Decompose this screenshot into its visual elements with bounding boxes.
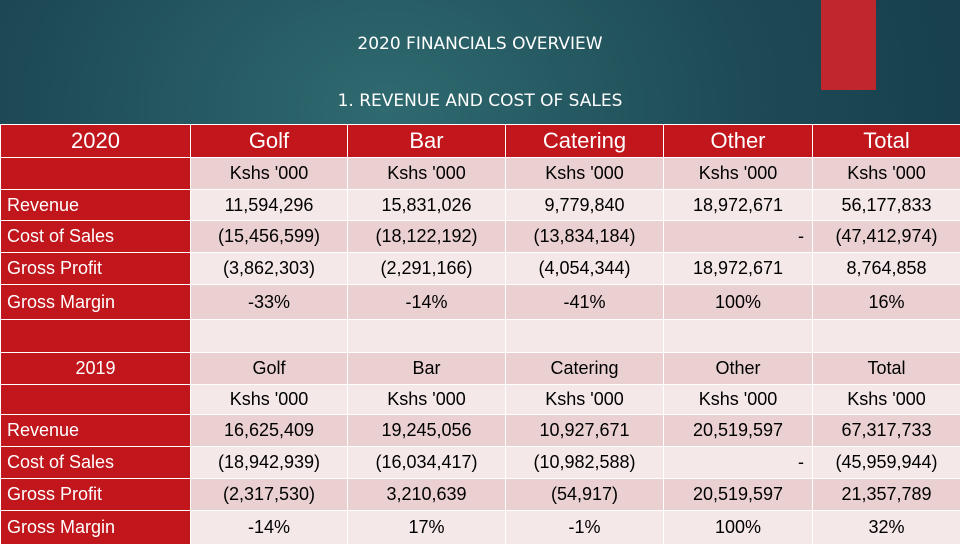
table-row: Revenue 11,594,296 15,831,026 9,779,840 … xyxy=(1,190,960,221)
column-header-other: Other xyxy=(664,125,813,158)
table-cell: 15,831,026 xyxy=(348,190,506,221)
table-cell: 56,177,833 xyxy=(813,190,960,221)
table-cell: (18,122,192) xyxy=(348,221,506,253)
column-header-golf: Golf xyxy=(191,125,348,158)
table-cell: 3,210,639 xyxy=(348,479,506,511)
table-cell: -41% xyxy=(506,285,664,320)
unit-cell: Kshs '000 xyxy=(506,385,664,415)
row-label-empty xyxy=(1,320,191,353)
financials-table: 2020 Golf Bar Catering Other Total Kshs … xyxy=(0,124,960,545)
column-header-catering: Catering xyxy=(506,125,664,158)
table-cell: 20,519,597 xyxy=(664,415,813,447)
table-cell: (2,317,530) xyxy=(191,479,348,511)
unit-cell: Kshs '000 xyxy=(664,158,813,190)
table-cell: - xyxy=(664,221,813,253)
row-label-empty xyxy=(1,385,191,415)
row-label-gross-margin: Gross Margin xyxy=(1,511,191,545)
column-header-bar: Bar xyxy=(348,353,506,385)
table-cell: 18,972,671 xyxy=(664,253,813,285)
table-cell: 100% xyxy=(664,511,813,545)
column-header-other: Other xyxy=(664,353,813,385)
table-cell: 19,245,056 xyxy=(348,415,506,447)
row-label-revenue: Revenue xyxy=(1,190,191,221)
table-cell: -33% xyxy=(191,285,348,320)
table-cell: (15,456,599) xyxy=(191,221,348,253)
table-cell: 16% xyxy=(813,285,960,320)
table-cell xyxy=(813,320,960,353)
table-cell: 18,972,671 xyxy=(664,190,813,221)
unit-cell: Kshs '000 xyxy=(813,385,960,415)
table-cell: 8,764,858 xyxy=(813,253,960,285)
table-row: Revenue 16,625,409 19,245,056 10,927,671… xyxy=(1,415,960,447)
table-cell: (10,982,588) xyxy=(506,447,664,479)
column-header-catering: Catering xyxy=(506,353,664,385)
table-cell: 21,357,789 xyxy=(813,479,960,511)
unit-cell: Kshs '000 xyxy=(506,158,664,190)
table-row: Gross Profit (2,317,530) 3,210,639 (54,9… xyxy=(1,479,960,511)
table-cell: (13,834,184) xyxy=(506,221,664,253)
unit-cell: Kshs '000 xyxy=(348,158,506,190)
table-cell: -14% xyxy=(191,511,348,545)
unit-cell: Kshs '000 xyxy=(191,158,348,190)
table-cell xyxy=(191,320,348,353)
column-header-total: Total xyxy=(813,125,960,158)
table-cell: 16,625,409 xyxy=(191,415,348,447)
table-cell xyxy=(348,320,506,353)
header-row-2019: 2019 Golf Bar Catering Other Total xyxy=(1,353,960,385)
table-row: Gross Profit (3,862,303) (2,291,166) (4,… xyxy=(1,253,960,285)
table-cell xyxy=(506,320,664,353)
table-cell xyxy=(664,320,813,353)
row-label-cost-of-sales: Cost of Sales xyxy=(1,447,191,479)
unit-cell: Kshs '000 xyxy=(191,385,348,415)
table-row: Gross Margin -14% 17% -1% 100% 32% xyxy=(1,511,960,545)
table-cell: 100% xyxy=(664,285,813,320)
table-cell: (3,862,303) xyxy=(191,253,348,285)
table-row: Cost of Sales (15,456,599) (18,122,192) … xyxy=(1,221,960,253)
table-cell: (18,942,939) xyxy=(191,447,348,479)
table-cell: 32% xyxy=(813,511,960,545)
spacer-row xyxy=(1,320,960,353)
table-row: Gross Margin -33% -14% -41% 100% 16% xyxy=(1,285,960,320)
unit-cell: Kshs '000 xyxy=(813,158,960,190)
units-row-2019: Kshs '000 Kshs '000 Kshs '000 Kshs '000 … xyxy=(1,385,960,415)
column-header-golf: Golf xyxy=(191,353,348,385)
table-cell: 20,519,597 xyxy=(664,479,813,511)
table-cell: - xyxy=(664,447,813,479)
row-label-revenue: Revenue xyxy=(1,415,191,447)
table-cell: (16,034,417) xyxy=(348,447,506,479)
table-cell: 67,317,733 xyxy=(813,415,960,447)
table-cell: 11,594,296 xyxy=(191,190,348,221)
table-cell: 9,779,840 xyxy=(506,190,664,221)
section-subtitle: 1. REVENUE AND COST OF SALES xyxy=(0,91,960,111)
unit-cell: Kshs '000 xyxy=(664,385,813,415)
table-row: Cost of Sales (18,942,939) (16,034,417) … xyxy=(1,447,960,479)
row-label-gross-margin: Gross Margin xyxy=(1,285,191,320)
table-cell: (4,054,344) xyxy=(506,253,664,285)
table-cell: (2,291,166) xyxy=(348,253,506,285)
table-cell: 17% xyxy=(348,511,506,545)
table-cell: (54,917) xyxy=(506,479,664,511)
table-cell: (45,959,944) xyxy=(813,447,960,479)
table-cell: -1% xyxy=(506,511,664,545)
row-label-gross-profit: Gross Profit xyxy=(1,479,191,511)
row-label-cost-of-sales: Cost of Sales xyxy=(1,221,191,253)
column-header-bar: Bar xyxy=(348,125,506,158)
column-header-total: Total xyxy=(813,353,960,385)
year-label-2020: 2020 xyxy=(1,125,191,158)
header-row-2020: 2020 Golf Bar Catering Other Total xyxy=(1,125,960,158)
row-label-empty xyxy=(1,158,191,190)
table-cell: 10,927,671 xyxy=(506,415,664,447)
row-label-gross-profit: Gross Profit xyxy=(1,253,191,285)
unit-cell: Kshs '000 xyxy=(348,385,506,415)
year-label-2019: 2019 xyxy=(1,353,191,385)
table-cell: -14% xyxy=(348,285,506,320)
page-title: 2020 FINANCIALS OVERVIEW xyxy=(0,34,960,54)
table-cell: (47,412,974) xyxy=(813,221,960,253)
units-row-2020: Kshs '000 Kshs '000 Kshs '000 Kshs '000 … xyxy=(1,158,960,190)
